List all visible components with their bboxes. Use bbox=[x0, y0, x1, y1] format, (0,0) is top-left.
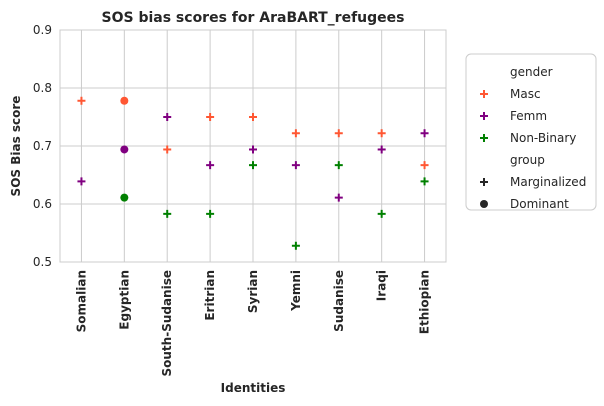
data-point bbox=[291, 241, 300, 250]
x-tick-label: Yemni bbox=[289, 270, 303, 312]
x-tick-label: Ethiopian bbox=[418, 270, 432, 334]
data-point bbox=[249, 161, 257, 170]
data-point bbox=[163, 113, 172, 121]
y-tick-label: 0.5 bbox=[33, 255, 52, 269]
data-point bbox=[291, 129, 300, 138]
y-tick-label: 0.7 bbox=[33, 139, 52, 153]
x-tick-label: Somalian bbox=[74, 270, 88, 332]
data-point bbox=[163, 209, 172, 218]
x-tick-label: Eritrian bbox=[203, 270, 217, 321]
plot-area-frame bbox=[59, 29, 447, 263]
data-point bbox=[377, 209, 386, 218]
data-points bbox=[77, 96, 429, 250]
legend-marker bbox=[480, 90, 488, 98]
data-point bbox=[120, 193, 129, 202]
chart-title: SOS bias scores for AraBART_refugees bbox=[102, 10, 405, 26]
legend-entry: Non-Binary bbox=[510, 131, 576, 145]
y-axis-title: SOS Bias score bbox=[9, 96, 23, 197]
data-point bbox=[206, 113, 215, 121]
legend-title-gender: gender bbox=[510, 65, 553, 79]
x-tick-label: South-Sudanise bbox=[160, 270, 174, 377]
data-point bbox=[420, 177, 429, 186]
data-point bbox=[291, 161, 300, 170]
y-axis: 0.5 0.6 0.7 0.8 0.9 bbox=[33, 23, 52, 269]
y-tick-label: 0.6 bbox=[33, 197, 52, 211]
legend-marker bbox=[480, 134, 488, 142]
x-axis: Somalian Egyptian South-Sudanise Eritrian Sy… bbox=[74, 270, 431, 377]
data-point bbox=[77, 96, 86, 105]
x-tick-label: Sudanise bbox=[332, 270, 346, 332]
data-point bbox=[420, 161, 429, 170]
legend-marker bbox=[480, 200, 488, 208]
y-tick-label: 0.8 bbox=[33, 81, 52, 95]
legend-entry: Masc bbox=[510, 87, 541, 101]
data-point bbox=[334, 129, 343, 138]
x-axis-title: Identities bbox=[221, 381, 286, 395]
data-point bbox=[77, 177, 86, 186]
legend: gender Masc Femm Non-Binary group Marginalize… bbox=[465, 53, 597, 211]
data-point bbox=[249, 113, 257, 121]
legend-entry: Marginalized bbox=[510, 175, 586, 189]
data-point bbox=[420, 129, 429, 138]
data-point bbox=[334, 193, 343, 202]
legend-entry: Dominant bbox=[510, 197, 569, 211]
legend-frame bbox=[465, 53, 597, 211]
legend-marker bbox=[480, 178, 488, 186]
legend-marker bbox=[480, 112, 488, 120]
data-point bbox=[206, 209, 215, 218]
data-point bbox=[120, 96, 129, 105]
x-tick-label: Egyptian bbox=[117, 270, 131, 330]
x-tick-label: Syrian bbox=[246, 270, 260, 313]
data-point bbox=[377, 129, 386, 138]
legend-entry: Femm bbox=[510, 109, 547, 123]
data-point bbox=[120, 145, 129, 154]
legend-title-group: group bbox=[510, 153, 545, 167]
x-tick-label: Iraqi bbox=[375, 270, 389, 301]
data-point bbox=[206, 161, 215, 170]
data-point bbox=[334, 161, 343, 170]
data-point bbox=[249, 145, 257, 154]
data-point bbox=[377, 145, 386, 154]
data-point bbox=[163, 145, 172, 154]
y-tick-label: 0.9 bbox=[33, 23, 52, 37]
